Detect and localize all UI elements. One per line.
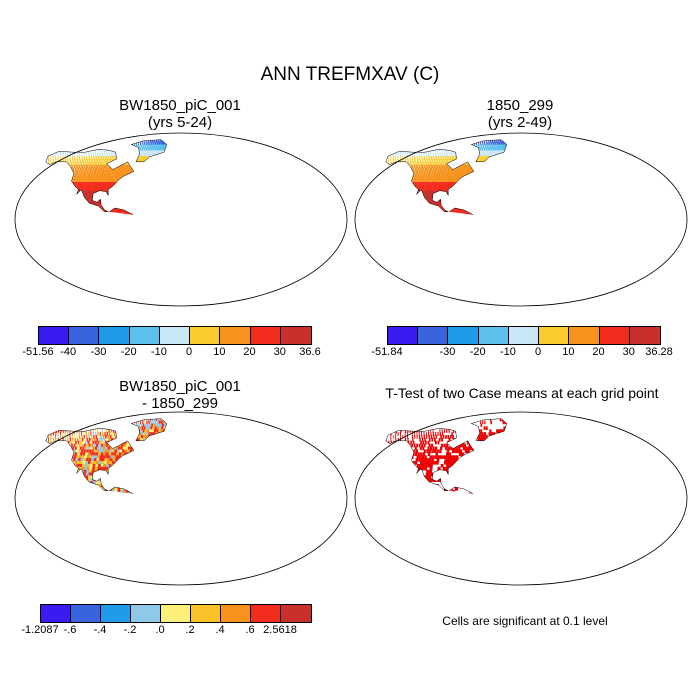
colorbar-swatch [250, 327, 281, 344]
coastline [385, 139, 508, 215]
colorbar-swatch [129, 327, 160, 344]
panel-title-control: 1850_299 (yrs 2-49) [400, 97, 640, 131]
colorbar-tick-label: -.2 [124, 624, 137, 636]
colorbar-tick-label: -51.84 [371, 346, 402, 358]
colorbar-swatch [161, 605, 191, 622]
colorbar-tick-label: .2 [185, 624, 194, 636]
colorbar-swatch [191, 605, 221, 622]
colorbar-tick-label: -51.56 [22, 346, 53, 358]
colorbar-tick-label: -30 [439, 346, 455, 358]
colorbar-swatch [508, 327, 540, 344]
colorbar-swatch [71, 605, 101, 622]
colorbar-tick-label: -40 [60, 346, 76, 358]
coastline [385, 418, 508, 494]
colorbar-tick-label: .6 [245, 624, 254, 636]
colorbar-swatch [281, 605, 311, 622]
map-border [354, 132, 688, 307]
significance-note: Cells are significant at 0.1 level [380, 614, 670, 628]
colorbar-swatch [41, 605, 71, 622]
colorbar-swatch [131, 605, 161, 622]
map-case [14, 132, 348, 307]
colorbar-tick-label: -.4 [94, 624, 107, 636]
colorbar-tick-label: 0 [535, 346, 541, 358]
colorbar-swatch [220, 327, 251, 344]
colorbar-tick-label: 20 [243, 346, 255, 358]
colorbar-tick-label: 10 [562, 346, 574, 358]
colorbar-swatch [599, 327, 630, 344]
colorbar-swatch [539, 327, 570, 344]
colorbar-swatch [448, 327, 479, 344]
map-border [14, 411, 348, 586]
colorbar-labels-diff: -1.2087 -.6 -.4 -.2 .0 .2 .4 .6 2.5618 [21, 624, 310, 638]
colorbar-tick-label: 30 [274, 346, 286, 358]
map-control [354, 132, 688, 307]
colorbar-swatch [251, 605, 281, 622]
colorbar-tick-label: 20 [592, 346, 604, 358]
colorbar-swatch [39, 327, 70, 344]
panel-title-diff: BW1850_piC_001 - 1850_299 [60, 378, 300, 412]
colorbar-swatch [69, 327, 100, 344]
colorbar-tick-label: -20 [470, 346, 486, 358]
colorbar-labels-control: -51.84 -30 -20 -10 0 10 20 30 36.28 [371, 346, 672, 360]
colorbar-tick-label: -1.2087 [21, 624, 58, 636]
figure-title: ANN TREFMXAV (C) [0, 64, 700, 86]
colorbar-tick-label: -10 [151, 346, 167, 358]
colorbar-case [38, 326, 312, 345]
panel-title-line: - 1850_299 [60, 395, 300, 412]
colorbar-swatch [388, 327, 419, 344]
map-border [14, 132, 348, 307]
colorbar-tick-label: 36.28 [645, 346, 673, 358]
map-border [354, 411, 688, 586]
colorbar-tick-label: 36.6 [299, 346, 320, 358]
coastline [45, 139, 168, 215]
colorbar-tick-label: -10 [500, 346, 516, 358]
colorbar-tick-label: -30 [90, 346, 106, 358]
colorbar-swatch [569, 327, 600, 344]
map-ttest [354, 411, 688, 586]
colorbar-swatch [99, 327, 130, 344]
colorbar-swatch [190, 327, 221, 344]
colorbar-tick-label: .4 [215, 624, 224, 636]
panel-title-line: BW1850_piC_001 [60, 97, 300, 114]
colorbar-tick-label: 10 [213, 346, 225, 358]
colorbar-tick-label: 2.5618 [263, 624, 297, 636]
colorbar-tick-label: 30 [623, 346, 635, 358]
panel-title-line: (yrs 2-49) [400, 114, 640, 131]
colorbar-tick-label: 0 [186, 346, 192, 358]
panel-title-ttest: T-Test of two Case means at each grid po… [352, 385, 692, 402]
colorbar-swatch [629, 327, 660, 344]
panel-title-line: 1850_299 [400, 97, 640, 114]
map-diff [14, 411, 348, 586]
colorbar-tick-label: -20 [121, 346, 137, 358]
colorbar-swatch [478, 327, 509, 344]
colorbar-swatch [221, 605, 251, 622]
panel-title-line: (yrs 5-24) [60, 114, 300, 131]
colorbar-labels-case: -51.56 -40 -30 -20 -10 0 10 20 30 36.6 [22, 346, 320, 360]
colorbar-swatch [159, 327, 191, 344]
panel-title-line: T-Test of two Case means at each grid po… [352, 385, 692, 402]
colorbar-diff [40, 604, 312, 623]
colorbar-swatch [101, 605, 131, 622]
colorbar-swatch [280, 327, 311, 344]
panel-title-line: BW1850_piC_001 [60, 378, 300, 395]
panel-title-case: BW1850_piC_001 (yrs 5-24) [60, 97, 300, 131]
colorbar-tick-label: -.6 [64, 624, 77, 636]
colorbar-control [387, 326, 661, 345]
coastline [45, 418, 168, 494]
colorbar-swatch [418, 327, 449, 344]
colorbar-tick-label: .0 [155, 624, 164, 636]
